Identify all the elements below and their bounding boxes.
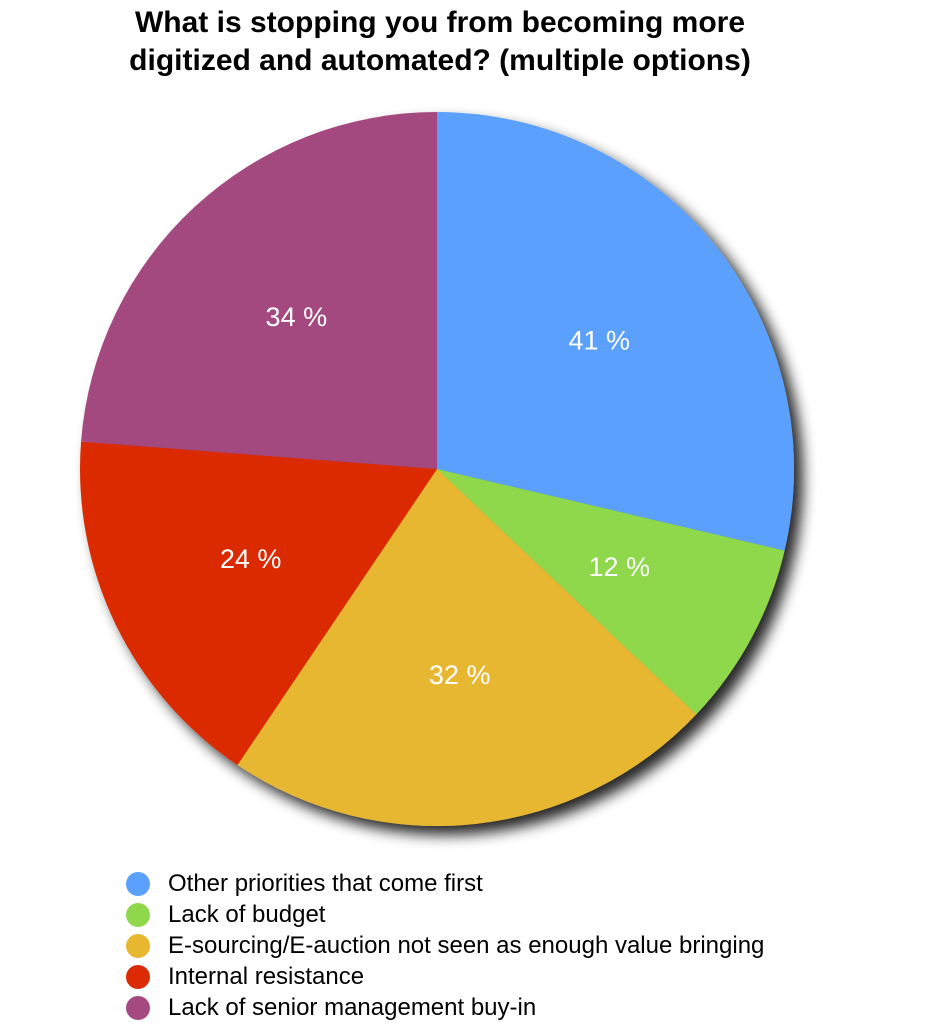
pie-slice-1 xyxy=(437,112,794,551)
legend-swatch-5 xyxy=(126,995,150,1020)
pie-chart: 41 % 12 % 32 % 24 % 34 % xyxy=(79,112,794,826)
legend-label-5: Lack of senior management buy-in xyxy=(168,993,537,1021)
chart-title-line-1: What is stopping you from becoming more xyxy=(134,6,746,39)
legend-item-4: Internal resistance xyxy=(126,961,764,992)
legend-item-5: Lack of senior management buy-in xyxy=(126,992,764,1023)
slice-label-3: 32 % xyxy=(429,660,491,690)
pie-slices xyxy=(79,112,794,826)
legend-swatch-2 xyxy=(126,902,150,927)
slice-label-4: 24 % xyxy=(220,544,282,574)
pie-slice-2 xyxy=(437,469,785,715)
pie-slice-3 xyxy=(237,469,697,826)
pie-labels: 41 % 12 % 32 % 24 % 34 % xyxy=(220,302,650,690)
legend-label-3: E-sourcing/E-auction not seen as enough … xyxy=(168,931,765,959)
legend-label-4: Internal resistance xyxy=(168,962,365,990)
legend-swatch-3 xyxy=(126,933,150,958)
pie-slice-5 xyxy=(81,112,437,469)
chart-title: What is stopping you from becoming more … xyxy=(0,4,880,80)
legend: Other priorities that come first Lack of … xyxy=(126,868,764,1023)
slice-label-5: 34 % xyxy=(266,302,328,332)
slice-label-2: 12 % xyxy=(589,552,651,582)
slice-label-1: 41 % xyxy=(569,325,631,355)
chart-title-line-2: digitized and automated? (multiple optio… xyxy=(129,44,751,77)
legend-swatch-1 xyxy=(126,871,150,896)
legend-label-1: Other priorities that come first xyxy=(168,869,483,897)
legend-label-2: Lack of budget xyxy=(168,900,326,928)
legend-item-2: Lack of budget xyxy=(126,899,764,930)
legend-item-1: Other priorities that come first xyxy=(126,868,764,899)
legend-item-3: E-sourcing/E-auction not seen as enough … xyxy=(126,930,764,961)
legend-swatch-4 xyxy=(126,964,150,989)
pie-slice-4 xyxy=(79,441,438,766)
